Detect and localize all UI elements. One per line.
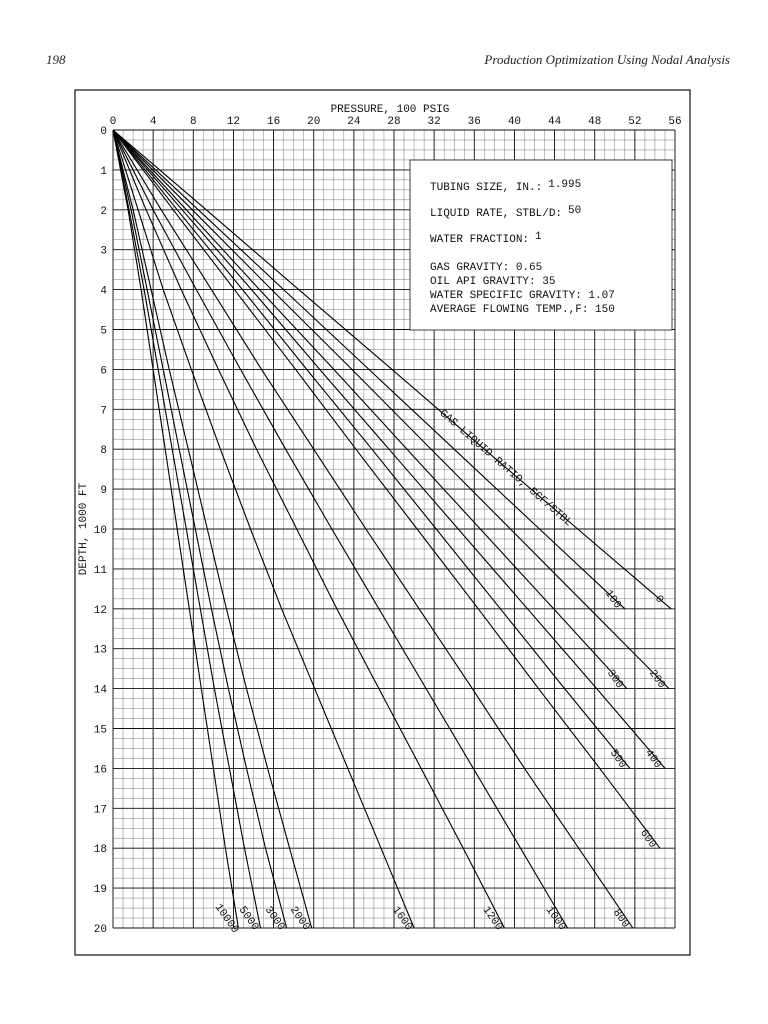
x-tick-label: 28 [387, 116, 400, 128]
y-tick-label: 9 [100, 485, 107, 497]
x-tick-label: 8 [190, 116, 197, 128]
gradient-curve [112, 129, 313, 929]
x-tick-label: 32 [428, 116, 441, 128]
curve-label: 1000 [543, 905, 568, 934]
y-tick-label: 14 [94, 685, 108, 697]
y-tick-label: 20 [94, 924, 107, 936]
y-tick-label: 1 [100, 166, 107, 178]
gradient-curve [112, 129, 628, 689]
gradient-curve [112, 129, 288, 929]
x-tick-label: 16 [267, 116, 280, 128]
annotation-label: WATER FRACTION: [430, 234, 529, 246]
annotation-value: 50 [568, 205, 581, 217]
curve-label: 200 [646, 668, 667, 691]
y-tick-label: 0 [100, 126, 107, 138]
y-tick-label: 15 [94, 725, 107, 737]
gradient-curve [112, 129, 415, 929]
x-tick-label: 48 [588, 116, 601, 128]
gradient-curve [112, 129, 661, 849]
curve-label: 100 [602, 588, 623, 611]
y-tick-label: 12 [94, 605, 107, 617]
annotation-label: OIL API GRAVITY: 35 [430, 276, 555, 288]
y-tick-label: 18 [94, 844, 107, 856]
curve-label: 0 [652, 594, 666, 606]
y-tick-label: 7 [100, 405, 107, 417]
x-axis-title: PRESSURE, 100 PSIG [331, 104, 450, 116]
gradient-curve [112, 129, 631, 769]
x-tick-label: 36 [468, 116, 481, 128]
y-tick-label: 10 [94, 525, 107, 537]
gradient-curve [112, 129, 670, 689]
y-tick-label: 2 [100, 206, 107, 218]
curve-label: 10000 [212, 902, 241, 936]
x-tick-label: 0 [110, 116, 117, 128]
y-tick-label: 11 [94, 565, 108, 577]
annotation-value: 1.995 [548, 179, 581, 191]
curve-label: 800 [610, 907, 631, 930]
y-tick-label: 3 [100, 246, 107, 258]
annotation-label: LIQUID RATE, STBL/D: [430, 208, 562, 220]
y-tick-label: 5 [100, 326, 107, 338]
gradient-curve [112, 129, 569, 929]
annotation-label: AVERAGE FLOWING TEMP.,F: 150 [430, 304, 615, 316]
y-tick-label: 17 [94, 804, 107, 816]
y-tick-label: 6 [100, 365, 107, 377]
gradient-curve [112, 129, 626, 610]
x-tick-label: 12 [227, 116, 240, 128]
annotation-label: GAS GRAVITY: 0.65 [430, 262, 542, 274]
curve-label: 300 [604, 668, 625, 691]
gradient-curve [112, 129, 505, 929]
y-tick-label: 13 [94, 645, 107, 657]
curve-label: 1200 [480, 905, 505, 934]
page-number: 198 [46, 52, 66, 67]
curve-label: 3000 [262, 905, 287, 934]
x-tick-label: 40 [508, 116, 521, 128]
curves [112, 129, 672, 929]
x-tick-label: 52 [628, 116, 641, 128]
annotation-label: WATER SPECIFIC GRAVITY: 1.07 [430, 290, 615, 302]
x-tick-label: 56 [668, 116, 681, 128]
y-tick-label: 16 [94, 764, 107, 776]
annotation-label: TUBING SIZE, IN.: [430, 182, 542, 194]
curve-family-label: GAS-LIQUID RATIO, SCF/STBL [437, 408, 574, 530]
info-box [409, 159, 673, 331]
y-tick-label: 4 [100, 286, 107, 298]
y-axis-title: DEPTH, 1000 FT [78, 482, 90, 575]
x-tick-label: 24 [347, 116, 361, 128]
figure-frame [74, 89, 691, 956]
x-tick-label: 44 [548, 116, 562, 128]
gradient-curve [112, 129, 666, 769]
curve-label: 400 [642, 748, 663, 771]
x-tick-label: 20 [307, 116, 320, 128]
annotation-value: 1 [535, 231, 542, 243]
y-tick-label: 8 [100, 445, 107, 457]
x-tick-label: 4 [150, 116, 157, 128]
gradient-curve [112, 129, 239, 929]
y-tick-label: 19 [94, 884, 107, 896]
gradient-curve [112, 129, 634, 929]
gradient-curve [112, 129, 672, 610]
running-title: Production Optimization Using Nodal Anal… [483, 52, 730, 67]
gradient-curve [112, 129, 262, 929]
curve-label: 2000 [287, 905, 312, 934]
